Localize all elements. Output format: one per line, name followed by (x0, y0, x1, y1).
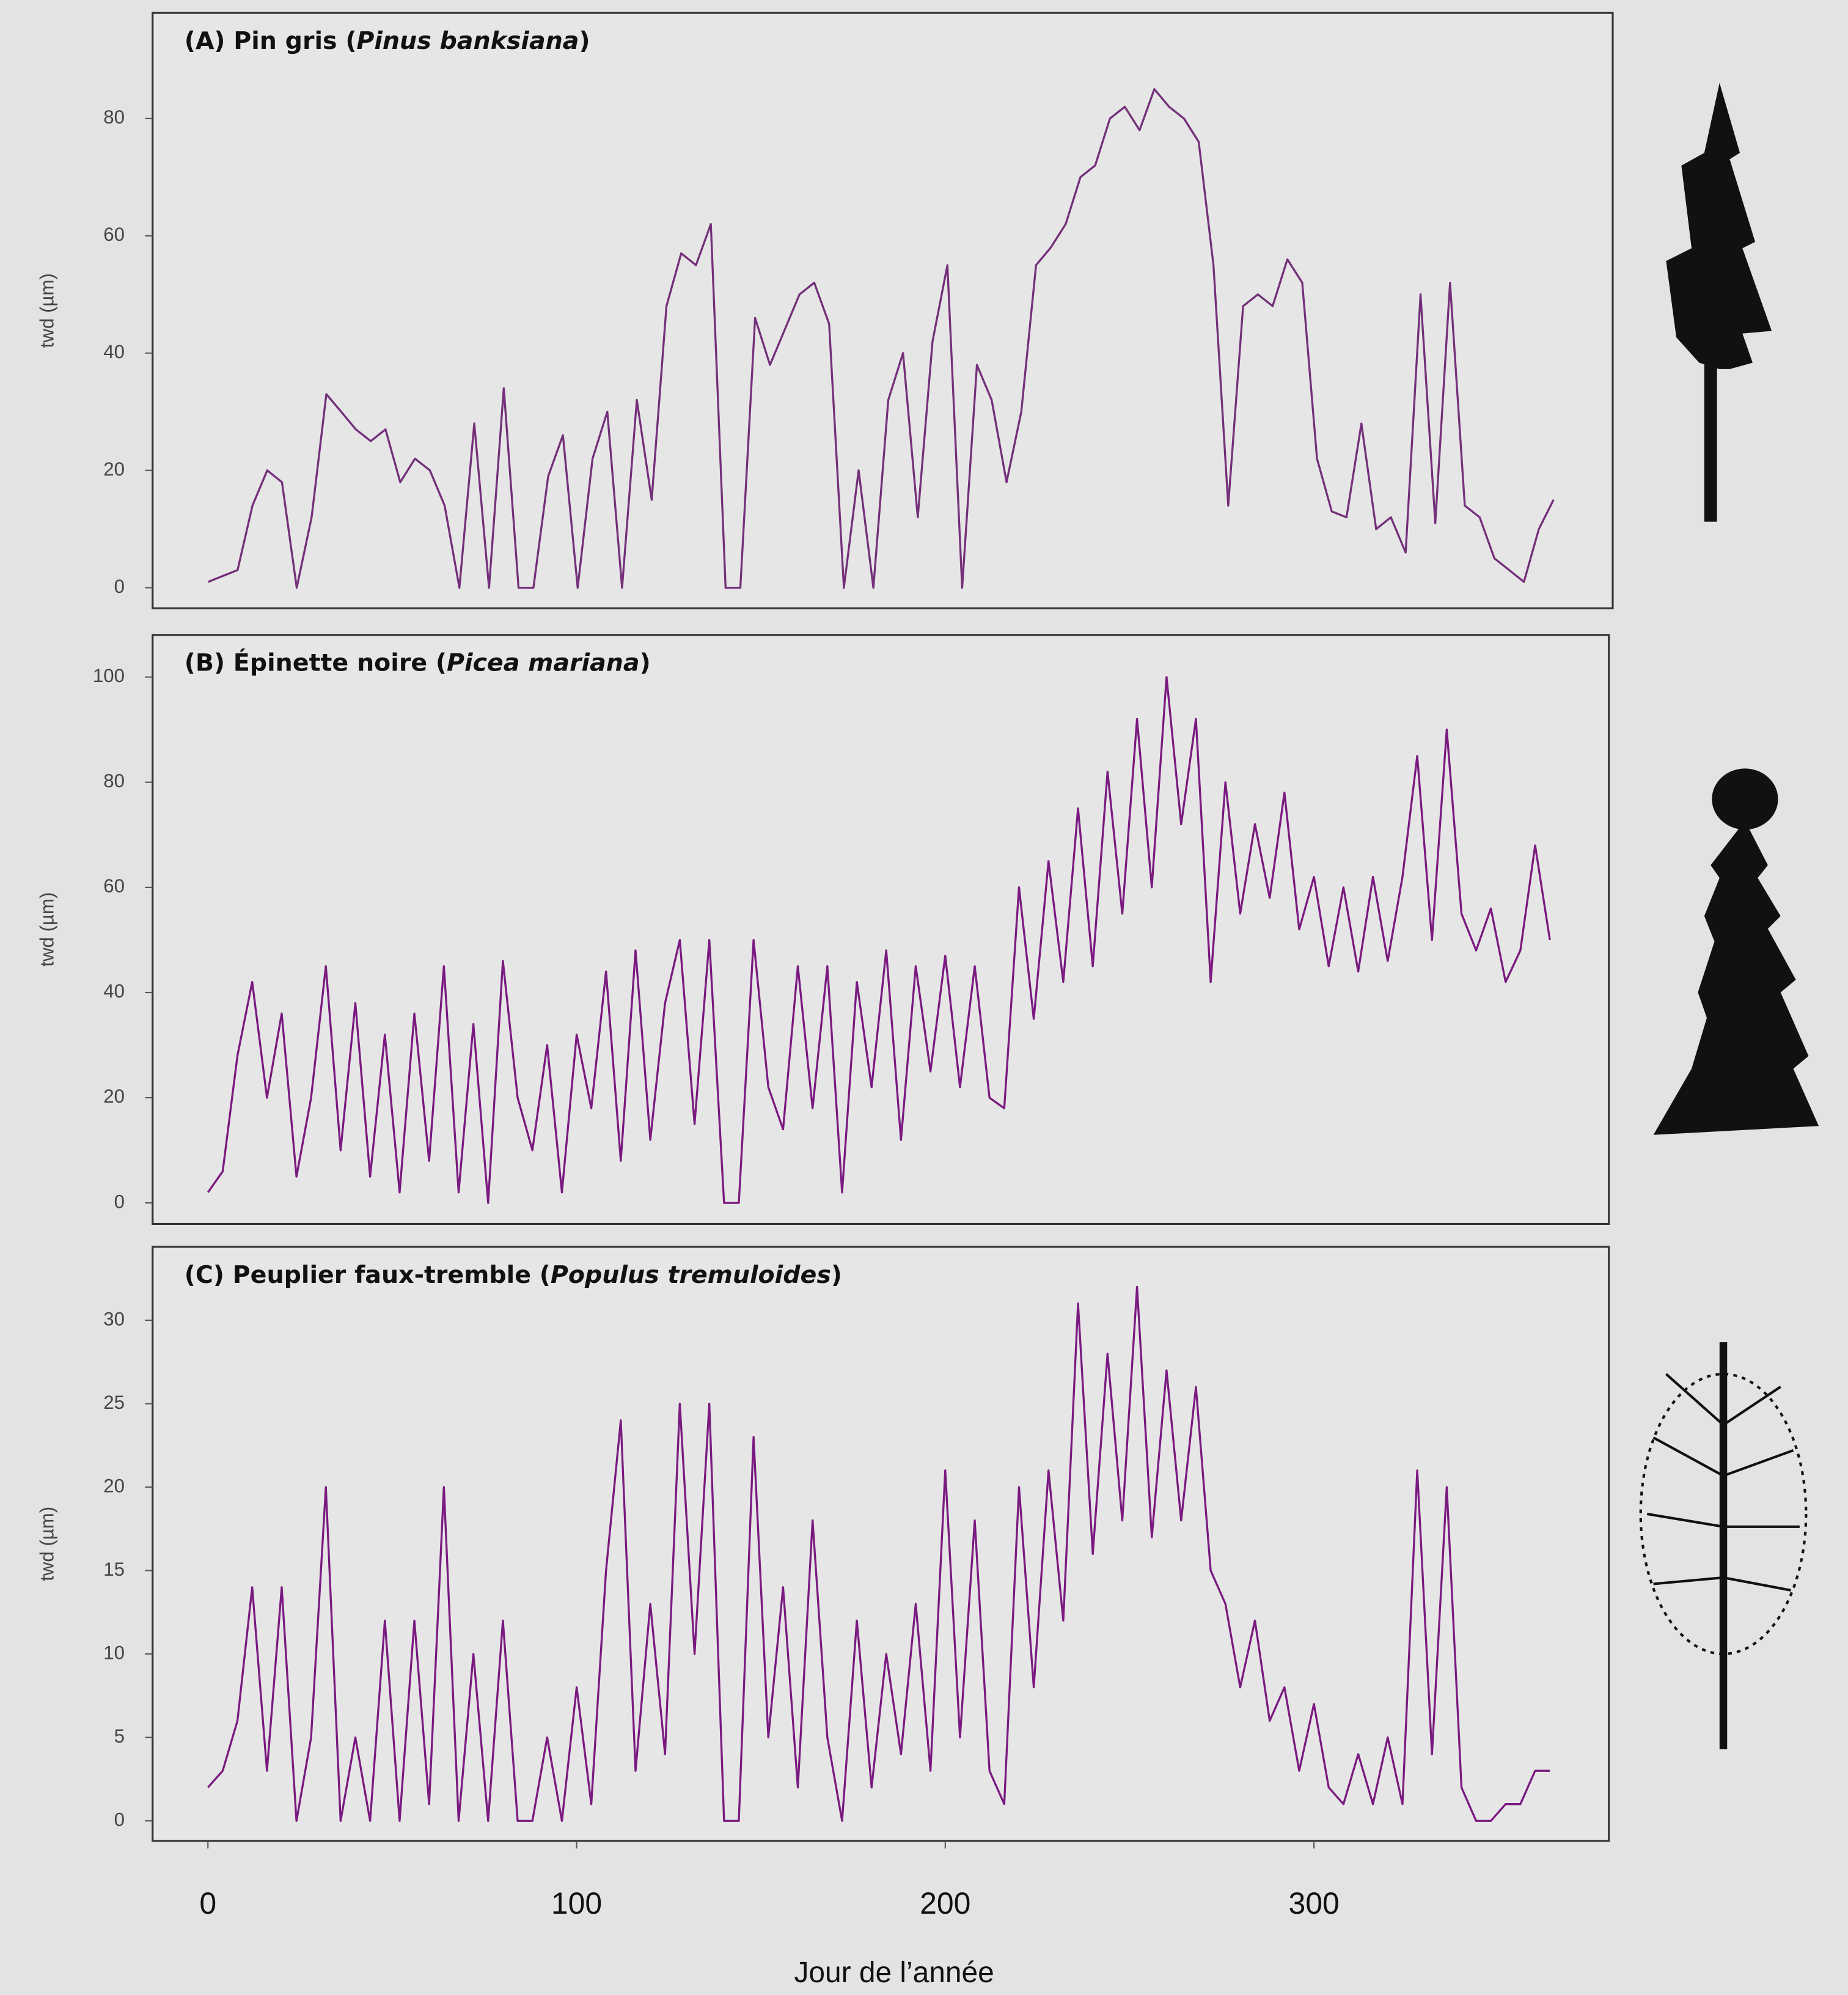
y-axis-label: twd (µm) (36, 1507, 57, 1581)
y-axis-label: twd (µm) (36, 273, 57, 348)
title-part: ) (831, 1260, 842, 1288)
y-tick-label: 15 (103, 1559, 125, 1580)
y-tick-label: 60 (103, 224, 125, 245)
chart-title: (B) Épinette noire (Picea mariana) (185, 648, 651, 677)
x-tick-label: 100 (551, 1886, 602, 1920)
title-part: Pinus banksiana (356, 27, 579, 55)
title-part: (C) Peuplier faux-tremble ( (185, 1260, 551, 1288)
x-axis-label: Jour de l’année (794, 1956, 994, 1989)
title-part: (A) Pin gris ( (185, 27, 357, 55)
y-tick-label: 20 (103, 1475, 125, 1496)
y-tick-label: 20 (103, 458, 125, 480)
y-tick-label: 0 (114, 1809, 125, 1830)
title-part: Populus tremuloides (551, 1260, 831, 1288)
y-tick-label: 30 (103, 1308, 125, 1329)
y-tick-label: 40 (103, 980, 125, 1002)
x-tick-label: 0 (199, 1886, 216, 1920)
plot-frame (153, 13, 1613, 608)
y-tick-label: 0 (114, 1191, 125, 1212)
figure: 0 20 40 60 80 twd (µm) (A) Pin gris (Pinus ban… (0, 0, 1848, 1995)
y-tick-label: 10 (103, 1642, 125, 1663)
title-part: (B) Épinette noire ( (185, 648, 447, 677)
y-tick-label: 80 (103, 106, 125, 128)
y-tick-label: 60 (103, 875, 125, 897)
y-tick-label: 20 (103, 1086, 125, 1107)
y-tick-label: 5 (114, 1725, 125, 1747)
chart-title: (A) Pin gris (Pinus banksiana) (185, 27, 590, 55)
y-tick-label: 80 (103, 770, 125, 792)
y-tick-label: 0 (114, 576, 125, 597)
y-tick-label: 40 (103, 341, 125, 362)
x-tick-label: 200 (920, 1886, 970, 1920)
y-axis-label: twd (µm) (36, 892, 57, 967)
y-tick-label: 100 (93, 665, 125, 686)
plot-frame (153, 635, 1609, 1224)
chart-title: (C) Peuplier faux-tremble (Populus tremu… (185, 1260, 842, 1288)
x-tick-label: 300 (1288, 1886, 1339, 1920)
y-tick-label: 25 (103, 1392, 125, 1413)
title-part: Picea mariana (447, 648, 640, 677)
title-part: ) (579, 27, 590, 55)
title-part: ) (640, 648, 651, 677)
